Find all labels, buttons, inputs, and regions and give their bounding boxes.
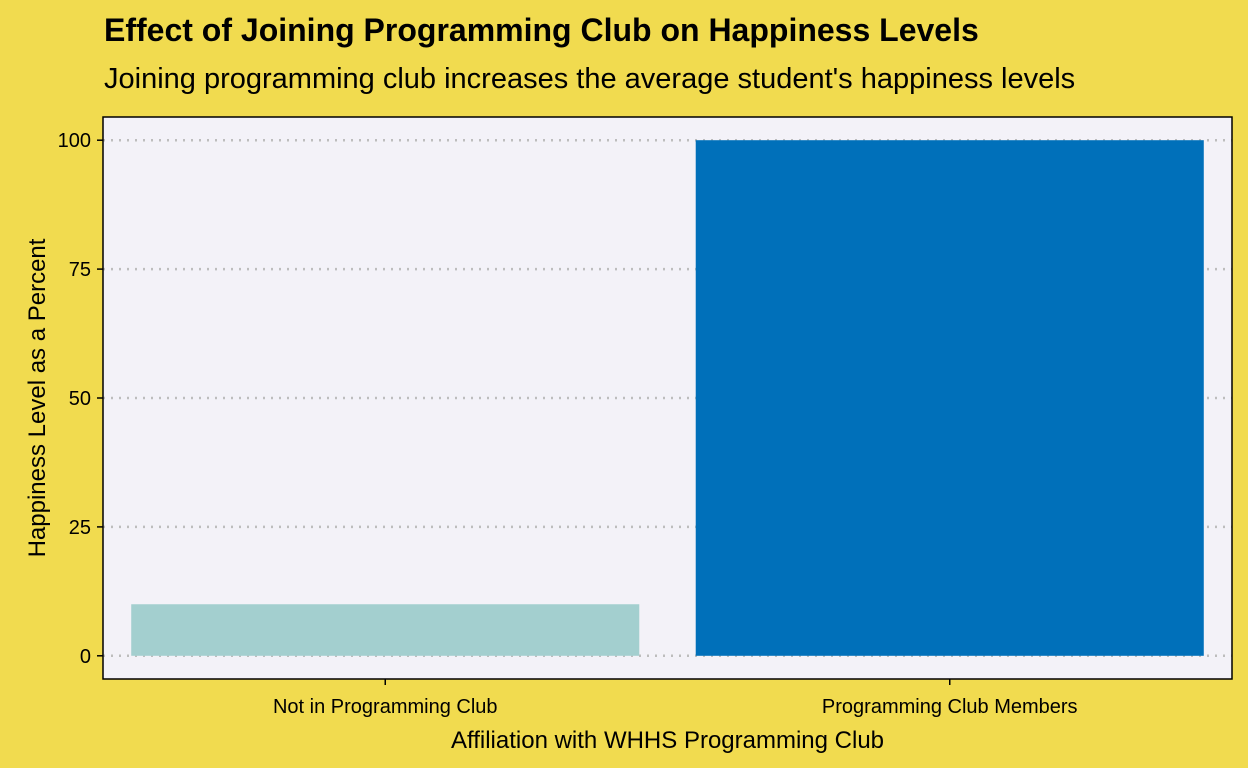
plot-frame — [102, 116, 1233, 680]
y-tick-label: 0 — [80, 646, 91, 668]
y-tick-label: 75 — [69, 259, 91, 281]
y-axis-title: Happiness Level as a Percent — [24, 238, 51, 557]
y-tick-label: 100 — [58, 130, 91, 152]
bar — [695, 140, 1204, 656]
bars — [131, 140, 1204, 656]
y-axis: 0 25 50 75 100 — [58, 130, 103, 668]
bar — [131, 604, 640, 656]
chart-subtitle: Joining programming club increases the a… — [104, 63, 1076, 95]
y-tick-label: 50 — [69, 388, 91, 410]
x-axis-title: Affiliation with WHHS Programming Club — [451, 727, 884, 754]
x-axis: Not in Programming Club Programming Club … — [273, 679, 1078, 718]
y-tick-label: 25 — [69, 517, 91, 539]
x-tick-label: Programming Club Members — [822, 696, 1078, 718]
chart-title: Effect of Joining Programming Club on Ha… — [104, 12, 979, 48]
x-tick-label: Not in Programming Club — [273, 696, 498, 718]
